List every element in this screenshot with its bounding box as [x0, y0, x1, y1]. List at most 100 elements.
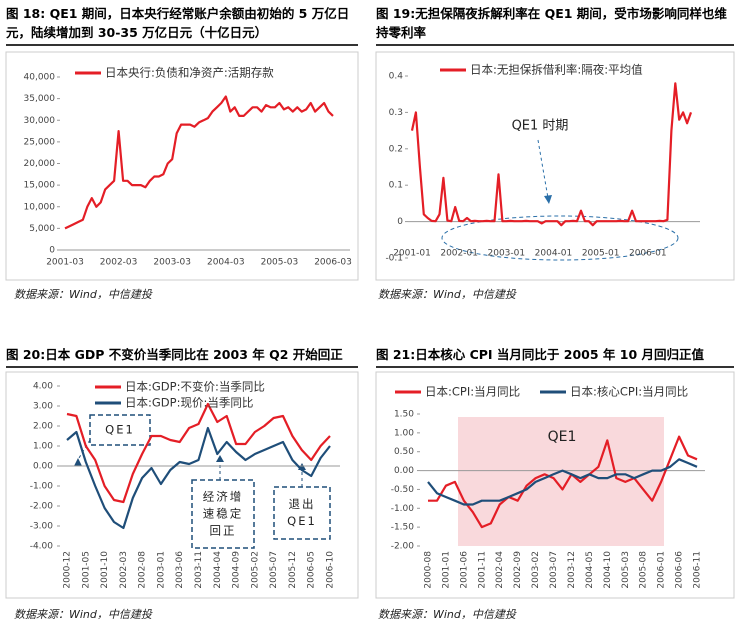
chart-frame	[375, 51, 735, 281]
arrow-head	[74, 458, 82, 466]
x-tick-label: 2003-07	[549, 551, 559, 589]
x-tick-label: 2006-11	[693, 551, 703, 589]
qe1-ellipse	[441, 215, 679, 261]
y-tick-label: 25,000	[24, 137, 56, 147]
legend-label: 日本:GDP:现价:当季同比	[125, 396, 253, 410]
y-tick-label: 0.2	[389, 144, 403, 154]
y-tick-label: 1.00	[33, 442, 53, 452]
figure-title: 图 21:日本核心 CPI 当月同比于 2005 年 10 月回归正值	[376, 345, 734, 368]
x-tick-label: 2003-03	[153, 258, 191, 268]
x-tick-label: 2001-11	[477, 551, 487, 589]
x-tick-label: 2006-05	[307, 551, 317, 589]
legend-label: 日本:无担保拆借利率:隔夜:平均值	[470, 63, 643, 77]
source: 数据来源：Wind，中信建投	[378, 608, 516, 621]
x-tick-label: 2003-02	[531, 551, 541, 589]
annotation-box	[273, 486, 331, 540]
x-tick-label: 2002-01	[440, 249, 478, 259]
x-tick-label: 2005-01	[582, 249, 620, 259]
y-tick-label: 0.00	[394, 466, 414, 476]
x-tick-label: 2003-11	[194, 551, 204, 589]
x-tick-label: 2000-12	[63, 551, 73, 589]
x-tick-label: 2003-01	[156, 551, 166, 589]
x-tick-label: 2001-10	[100, 551, 110, 589]
x-tick-label: 2005-07	[269, 551, 279, 589]
y-tick-label: 0.1	[389, 181, 403, 191]
x-tick-label: 2003-06	[175, 551, 185, 589]
qe1-period	[458, 417, 664, 546]
y-tick-label: 15,000	[24, 181, 56, 191]
chart-frame	[5, 371, 359, 599]
x-tick-label: 2002-04	[495, 551, 505, 589]
x-tick-label: 2005-08	[639, 551, 649, 589]
x-tick-label: 2006-06	[675, 551, 685, 589]
arrow	[537, 139, 549, 199]
x-tick-label: 2006-01	[657, 551, 667, 589]
x-tick-label: 2000-08	[424, 551, 434, 589]
annotation: 经济增	[203, 490, 244, 504]
figure-title: 图 19:无担保隔夜拆解利率在 QE1 期间，受市场影响同样也维持零利率	[376, 4, 734, 46]
y-tick-label: 30,000	[24, 116, 56, 126]
annotation-box	[191, 479, 255, 549]
x-tick-label: 2005-12	[288, 551, 298, 589]
y-tick-label: -4.00	[30, 542, 54, 552]
y-tick-label: 0	[397, 217, 403, 227]
x-tick-label: 2006-10	[326, 551, 336, 589]
x-tick-label: 2001-01	[441, 551, 451, 589]
series-line	[428, 435, 698, 529]
legend-label: 日本:GDP:不变价:当季同比	[125, 380, 265, 394]
x-tick-label: 2004-04	[213, 551, 223, 589]
annotation: QE1 时期	[512, 119, 569, 134]
y-tick-label: -0.1	[385, 254, 403, 264]
y-tick-label: -2.00	[391, 542, 415, 552]
x-tick-label: 2004-01	[535, 249, 573, 259]
annotation: 退出	[289, 497, 316, 511]
legend-label: 日本:CPI:当月同比	[425, 385, 520, 399]
y-tick-label: -1.00	[30, 482, 54, 492]
source: 数据来源：Wind，中信建投	[14, 288, 152, 301]
y-tick-label: 20,000	[24, 159, 56, 169]
y-tick-label: -3.00	[30, 522, 54, 532]
x-tick-label: 2001-03	[46, 258, 84, 268]
source: 数据来源：Wind，中信建投	[378, 288, 516, 301]
series-line	[66, 402, 331, 504]
legend-label: 日本:核心CPI:当月同比	[570, 385, 688, 399]
chart-frame	[375, 371, 735, 599]
x-tick-label: 2001-05	[81, 551, 91, 589]
arrow-head	[216, 455, 224, 462]
x-tick-label: 2004-10	[603, 551, 613, 589]
y-tick-label: 40,000	[24, 73, 56, 83]
legend-label: 日本央行:负债和净资产:活期存款	[105, 66, 274, 80]
y-tick-label: 0.3	[389, 108, 403, 118]
x-tick-label: 2002-08	[138, 551, 148, 589]
x-tick-label: 2004-09	[232, 551, 242, 589]
annotation: QE1	[548, 429, 577, 445]
x-tick-label: 2002-09	[513, 551, 523, 589]
chart-frame	[5, 51, 359, 281]
x-tick-label: 2005-03	[261, 258, 299, 268]
x-tick-label: 2001-06	[459, 551, 469, 589]
y-tick-label: 4.00	[33, 382, 53, 392]
x-tick-label: 2003-01	[488, 249, 526, 259]
series-line	[64, 95, 334, 230]
y-tick-label: 35,000	[24, 94, 56, 104]
y-tick-label: 1.00	[394, 428, 414, 438]
y-tick-label: 2.00	[33, 422, 53, 432]
series-line	[427, 458, 698, 506]
x-tick-label: 2006-03	[314, 258, 352, 268]
source: 数据来源：Wind，中信建投	[14, 608, 152, 621]
annotation: 速稳定	[203, 507, 244, 521]
x-tick-label: 2006-01	[629, 249, 667, 259]
x-tick-label: 2004-03	[207, 258, 245, 268]
annotation: QE1	[105, 423, 135, 437]
arrow-head	[544, 195, 552, 204]
y-tick-label: -1.50	[391, 523, 415, 533]
y-tick-label: 10,000	[24, 202, 56, 212]
y-tick-label: -2.00	[30, 502, 54, 512]
y-tick-label: 1.50	[394, 410, 414, 420]
y-tick-label: 5,000	[29, 224, 55, 234]
annotation-box	[89, 414, 151, 446]
series-line	[66, 426, 331, 530]
y-tick-label: -1.00	[391, 504, 415, 514]
